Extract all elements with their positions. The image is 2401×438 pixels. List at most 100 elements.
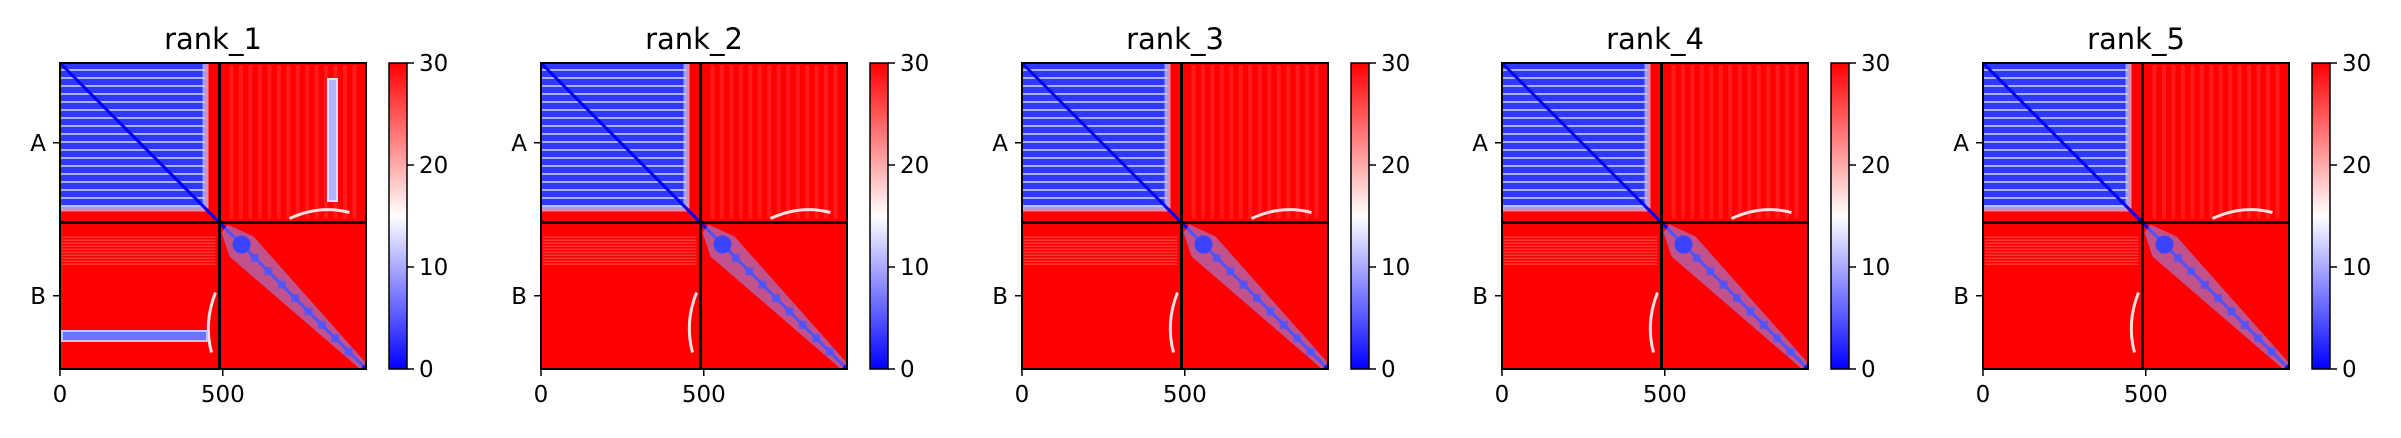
- colorbar-tick-label: 20: [900, 153, 929, 179]
- chain-label: A: [992, 131, 1008, 157]
- colorbar-tick-label: 10: [2342, 255, 2371, 281]
- heatmap-texture: [1985, 245, 2139, 248]
- chain-label: B: [30, 284, 46, 310]
- heatmap-texture: [1680, 65, 1685, 219]
- heatmap-texture: [719, 65, 724, 219]
- chain-a-block-edge: [1644, 63, 1651, 209]
- heatmap-panel: rank_1 A B 0 500 0 10 20 30: [30, 22, 448, 408]
- chain-b-domain: [1293, 334, 1302, 343]
- heatmap-texture: [1024, 242, 1178, 245]
- heatmap-texture: [267, 65, 272, 219]
- chain-b-domain: [798, 320, 807, 329]
- heatmap-texture: [1024, 257, 1178, 260]
- chain-b-domain: [1674, 235, 1693, 254]
- heatmap-texture: [776, 65, 781, 219]
- colorbar-tick-label: 10: [1861, 255, 1890, 281]
- heatmap-texture: [2247, 65, 2252, 219]
- heatmap-texture: [1257, 65, 1262, 219]
- heatmap-texture: [1504, 260, 1658, 263]
- heatmap-texture: [543, 239, 697, 242]
- heatmap-texture: [62, 257, 216, 260]
- colorbar: [1830, 62, 1850, 370]
- colorbar-tick-label: 20: [2342, 153, 2371, 179]
- heatmap-texture: [543, 245, 697, 248]
- heatmap-texture: [1305, 65, 1310, 219]
- chain-b-domain: [1279, 320, 1288, 329]
- chain-b-domain: [1773, 334, 1782, 343]
- heatmap-texture: [1985, 248, 2139, 251]
- heatmap-panel: rank_4 A B 0 500 0 10 20 30: [1472, 22, 1890, 408]
- panel-title: rank_4: [1606, 22, 1704, 56]
- panel-title: rank_2: [645, 22, 743, 56]
- colorbar-tick-label: 20: [1381, 153, 1410, 179]
- chain-b-domain: [1746, 307, 1755, 316]
- colorbar-tick-label: 0: [2342, 357, 2357, 383]
- interface-feature: [2129, 291, 2140, 353]
- heatmap-texture: [62, 263, 216, 266]
- heatmap-texture: [2266, 65, 2271, 219]
- x-tick-label: 500: [1643, 382, 1687, 408]
- heatmap-texture: [1267, 65, 1272, 219]
- interface-feature: [206, 291, 217, 353]
- colorbar-tick-label: 20: [419, 153, 448, 179]
- chain-label: A: [30, 131, 46, 157]
- chain-b-domain: [2187, 267, 2196, 276]
- interface-feature: [1730, 208, 1792, 220]
- heatmap-texture: [1024, 236, 1178, 239]
- heatmap-texture: [229, 65, 234, 219]
- colorbar-tick-label: 0: [419, 357, 434, 383]
- colorbar-tick-label: 0: [1381, 357, 1396, 383]
- x-tick-label: 0: [1015, 382, 1030, 408]
- heatmap-texture: [2161, 65, 2166, 219]
- heatmap-texture: [2218, 65, 2223, 219]
- heatmap-texture: [1985, 239, 2139, 242]
- heatmap-texture: [543, 248, 697, 251]
- chain-b-domain: [1306, 347, 1315, 356]
- off-diagonal-stripe: [61, 330, 208, 342]
- heatmap-texture: [62, 242, 216, 245]
- heatmap-texture: [543, 260, 697, 263]
- heatmap-texture: [1504, 236, 1658, 239]
- heatmap-texture: [543, 257, 697, 260]
- heatmap-texture: [729, 65, 734, 219]
- heatmap-texture: [1718, 65, 1723, 219]
- heatmap-texture: [1985, 236, 2139, 239]
- heatmap-texture: [1219, 65, 1224, 219]
- chain-b-domain: [1733, 294, 1742, 303]
- plot-frame: [1982, 62, 2290, 370]
- heatmap-texture: [62, 245, 216, 248]
- chain-b-domain: [1212, 253, 1221, 262]
- chain-a-block-edge: [1983, 205, 2129, 212]
- heatmap-texture: [1766, 65, 1771, 219]
- colorbar-tick-label: 30: [2342, 51, 2371, 77]
- heatmap-texture: [257, 65, 262, 219]
- chain-a-block-edge: [1502, 205, 1648, 212]
- heatmap-texture: [543, 263, 697, 266]
- heatmap-texture: [1276, 65, 1281, 219]
- heatmap-texture: [767, 65, 772, 219]
- chain-b-domain: [2267, 347, 2276, 356]
- chain-b-domain: [2254, 334, 2263, 343]
- heatmap-texture: [286, 65, 291, 219]
- chain-a-block-edge: [541, 205, 687, 212]
- heatmap-texture: [62, 251, 216, 254]
- heatmap-texture: [1295, 65, 1300, 219]
- x-tick-label: 0: [1495, 382, 1510, 408]
- heatmap-texture: [795, 65, 800, 219]
- heatmap-texture: [343, 65, 348, 219]
- heatmap-panel: rank_3 A B 0 500 0 10 20 30: [992, 22, 1410, 408]
- chain-label: A: [1953, 131, 1969, 157]
- heatmap-texture: [543, 251, 697, 254]
- interface-feature: [769, 208, 831, 220]
- chain-b-domain: [758, 280, 767, 289]
- heatmap-texture: [2171, 65, 2176, 219]
- chain-b-domain: [317, 320, 326, 329]
- heatmap-texture: [1785, 65, 1790, 219]
- chain-b-domain: [2173, 253, 2182, 262]
- heatmap-texture: [305, 65, 310, 219]
- heatmap-texture: [314, 65, 319, 219]
- x-tick-label: 500: [682, 382, 726, 408]
- heatmap-texture: [1504, 242, 1658, 245]
- heatmap-texture: [1229, 65, 1234, 219]
